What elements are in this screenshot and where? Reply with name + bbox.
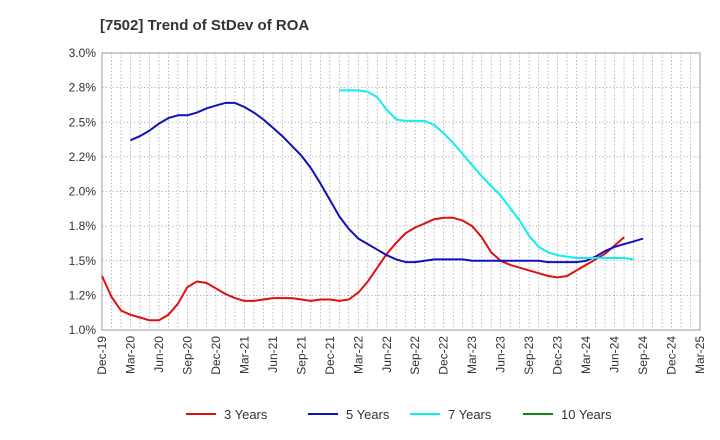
y-tick-label: 2.2% [69, 150, 97, 164]
x-tick-label: Mar-20 [123, 336, 137, 374]
y-tick-label: 1.2% [69, 288, 97, 302]
y-tick-label: 2.0% [69, 185, 97, 199]
series-line-7-years [339, 89, 634, 261]
x-tick-label: Mar-23 [465, 336, 479, 374]
x-tick-label: Mar-22 [351, 336, 365, 374]
legend-label: 10 Years [561, 407, 612, 422]
x-tick-label: Sep-23 [522, 336, 536, 375]
legend-label: 7 Years [448, 407, 492, 422]
x-tick-label: Jun-21 [266, 336, 280, 373]
x-tick-label: Dec-20 [209, 336, 223, 375]
chart-title: [7502] Trend of StDev of ROA [100, 17, 309, 34]
x-tick-label: Dec-24 [665, 336, 679, 375]
x-tick-label: Jun-22 [380, 336, 394, 373]
series-line-3-years [101, 216, 625, 322]
y-tick-label: 1.0% [69, 323, 97, 337]
x-tick-label: Jun-24 [608, 336, 622, 373]
legend-label: 5 Years [346, 407, 390, 422]
y-tick-label: 2.8% [69, 81, 97, 95]
x-tick-label: Mar-24 [579, 336, 593, 374]
x-tick-label: Jun-23 [494, 336, 508, 373]
x-tick-label: Dec-23 [551, 336, 565, 375]
x-tick-label: Dec-22 [437, 336, 451, 375]
legend-label: 3 Years [224, 407, 268, 422]
y-tick-label: 1.8% [69, 219, 97, 233]
series-line-5-years [130, 101, 644, 264]
y-tick-label: 1.5% [69, 254, 97, 268]
x-tick-label: Mar-25 [693, 336, 707, 374]
y-tick-label: 3.0% [69, 46, 97, 60]
x-tick-label: Sep-21 [294, 336, 308, 375]
x-tick-label: Jun-20 [152, 336, 166, 373]
y-tick-label: 2.5% [69, 115, 97, 129]
x-tick-label: Mar-21 [237, 336, 251, 374]
x-tick-label: Dec-21 [323, 336, 337, 375]
legend: 3 Years 5 Years 7 Years 10 Years [186, 407, 612, 422]
plot-area: 3.0%2.8%2.5%2.2%2.0%1.8%1.5%1.2%1.0%Dec-… [69, 46, 707, 375]
x-tick-label: Sep-24 [636, 336, 650, 375]
x-tick-label: Sep-20 [180, 336, 194, 375]
x-tick-label: Dec-19 [95, 336, 109, 375]
x-tick-label: Sep-22 [408, 336, 422, 375]
